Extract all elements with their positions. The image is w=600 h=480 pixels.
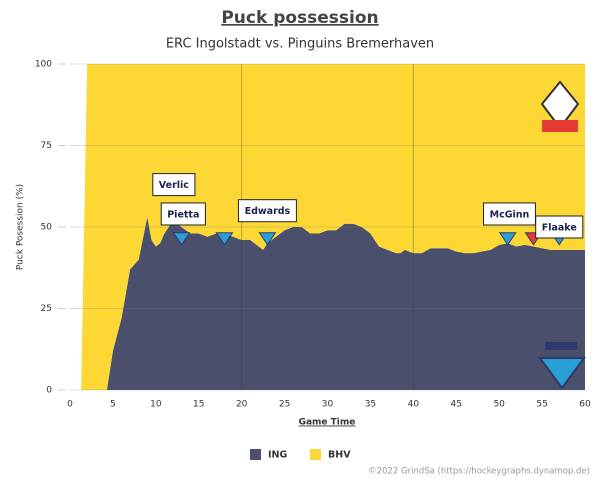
annotation-box — [535, 215, 584, 239]
chart-subtitle: ERC Ingolstadt vs. Pinguins Bremerhaven — [166, 37, 434, 52]
goal-marker — [258, 232, 277, 246]
chart-title: Puck possession — [221, 8, 378, 28]
y-axis-label: Puck Posession (%) — [16, 184, 26, 270]
annotation-label: Verlic — [159, 180, 189, 191]
team-logo — [540, 80, 580, 132]
x-tick-label: 0 — [67, 400, 73, 410]
annotation-label: McGinn — [490, 209, 530, 220]
x-tick-label: 40 — [408, 400, 420, 410]
y-tick-label: 50 — [41, 223, 53, 233]
x-tick-label: 5 — [110, 400, 116, 410]
y-tick-label: 75 — [41, 141, 52, 151]
area — [70, 64, 585, 390]
goal-marker — [215, 232, 234, 246]
x-tick-label: 10 — [150, 400, 162, 410]
annotation-label: Edwards — [245, 206, 291, 217]
y-tick-label: 0 — [46, 386, 52, 396]
goal-marker — [498, 232, 517, 246]
y-tick-label: 25 — [41, 304, 52, 314]
x-tick-label: 45 — [451, 400, 462, 410]
annotation-box — [152, 173, 196, 197]
legend-swatch[interactable] — [310, 449, 321, 460]
annotation-box — [483, 202, 536, 226]
x-axis-label: Game Time — [299, 418, 356, 428]
goal-marker — [172, 232, 191, 246]
legend-label[interactable]: BHV — [328, 450, 351, 461]
annotation-box — [237, 199, 297, 223]
x-tick-label: 15 — [193, 400, 204, 410]
y-tick-label: 100 — [35, 60, 52, 70]
annotation-box — [160, 202, 206, 226]
x-tick-label: 50 — [493, 400, 505, 410]
x-tick-label: 30 — [322, 400, 334, 410]
x-tick-label: 25 — [279, 400, 290, 410]
legend-label[interactable]: ING — [268, 450, 287, 461]
legend-swatch[interactable] — [250, 449, 261, 460]
x-tick-label: 20 — [236, 400, 248, 410]
annotation-label: Flaake — [542, 223, 577, 234]
team-logo — [538, 342, 586, 390]
area — [70, 217, 585, 390]
x-tick-label: 60 — [579, 400, 591, 410]
plot-area: 0 25 50 75 100 0 5 10 15 20 25 30 35 40 45 50 55 60 Verlic… — [35, 60, 591, 410]
x-tick-label: 35 — [365, 400, 376, 410]
credit: ©2022 GrindSa (https://hockeygraphs.dyna… — [368, 467, 590, 477]
annotation-label: Pietta — [167, 209, 199, 220]
x-tick-label: 55 — [536, 400, 547, 410]
